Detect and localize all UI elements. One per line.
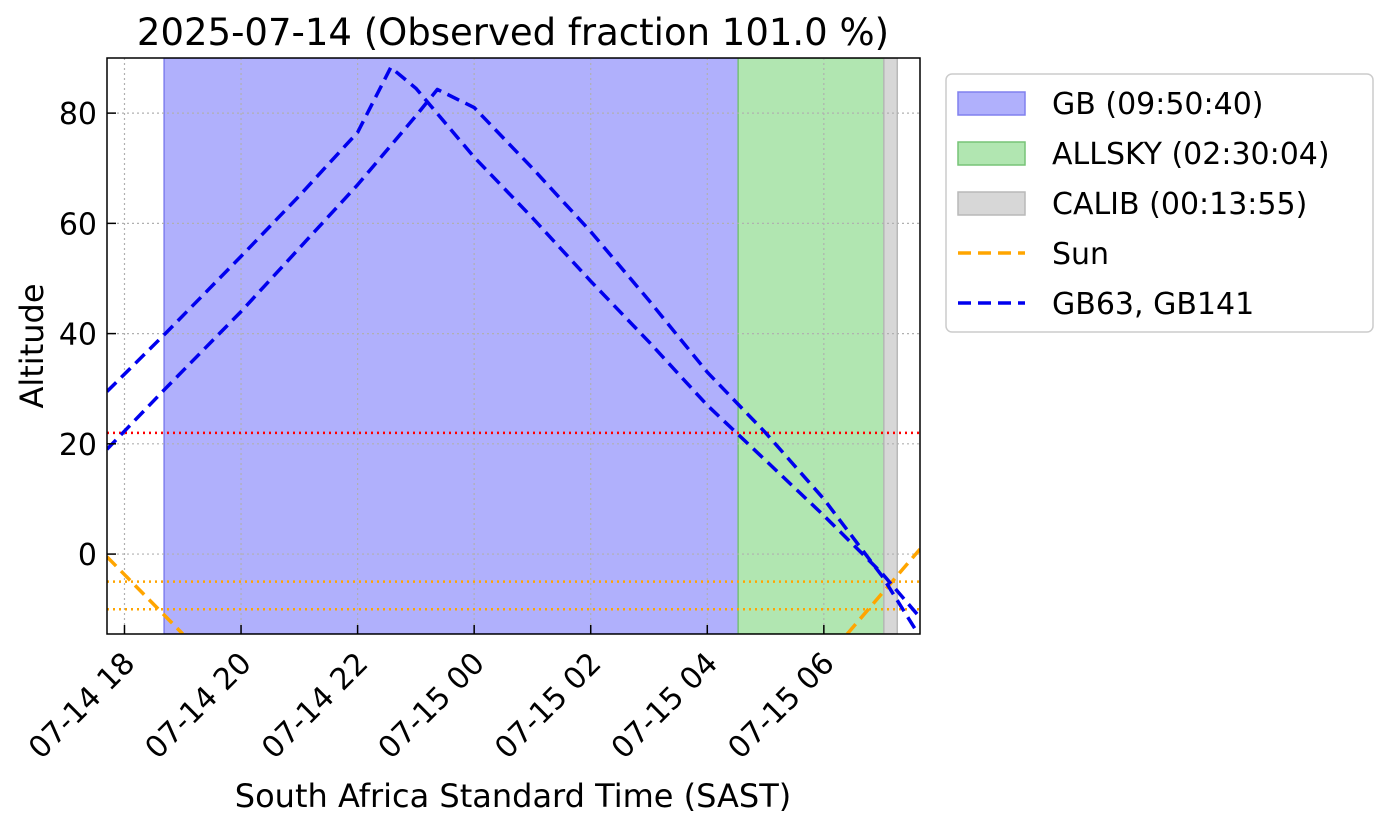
legend-label: GB63, GB141 xyxy=(1052,287,1254,322)
y-axis-label: Altitude xyxy=(13,283,51,408)
plot-frame xyxy=(106,57,921,635)
legend-swatch xyxy=(957,91,1026,116)
legend-swatch xyxy=(957,191,1026,216)
x-tick-label: 07-15 06 xyxy=(721,646,841,766)
y-tick-label: 80 xyxy=(59,97,97,132)
y-tick-label: 0 xyxy=(78,538,97,573)
y-tick-label: 20 xyxy=(59,428,97,463)
x-axis-label: South Africa Standard Time (SAST) xyxy=(235,777,791,815)
x-tick-label: 07-15 00 xyxy=(372,646,492,766)
legend-label: GB (09:50:40) xyxy=(1052,87,1264,122)
legend-box xyxy=(945,73,1374,333)
y-tick-label: 60 xyxy=(59,207,97,242)
legend-label: Sun xyxy=(1052,237,1109,272)
span-0 xyxy=(163,58,739,634)
y-tick-label: 40 xyxy=(59,318,97,353)
legend-swatch xyxy=(957,141,1026,166)
chart-title: 2025-07-14 (Observed fraction 101.0 %) xyxy=(137,11,889,54)
legend-label: ALLSKY (02:30:04) xyxy=(1052,137,1330,172)
grid-lines xyxy=(107,58,920,634)
x-tick-label: 07-15 04 xyxy=(605,646,725,766)
x-tick-label: 07-14 20 xyxy=(139,646,259,766)
x-tick-label: 07-15 02 xyxy=(488,646,608,766)
observation-spans xyxy=(163,58,899,634)
span-1 xyxy=(737,58,885,634)
legend-label: CALIB (00:13:55) xyxy=(1052,187,1307,222)
altitude-series xyxy=(107,65,920,634)
span-2 xyxy=(883,58,899,634)
series-line xyxy=(107,555,185,634)
x-tick-label: 07-14 18 xyxy=(22,646,142,766)
x-tick-label: 07-14 22 xyxy=(255,646,375,766)
legend: GB (09:50:40) ALLSKY (02:30:04) CALIB (00:… xyxy=(945,73,1374,333)
series-line xyxy=(107,87,920,634)
series-line xyxy=(107,65,920,619)
